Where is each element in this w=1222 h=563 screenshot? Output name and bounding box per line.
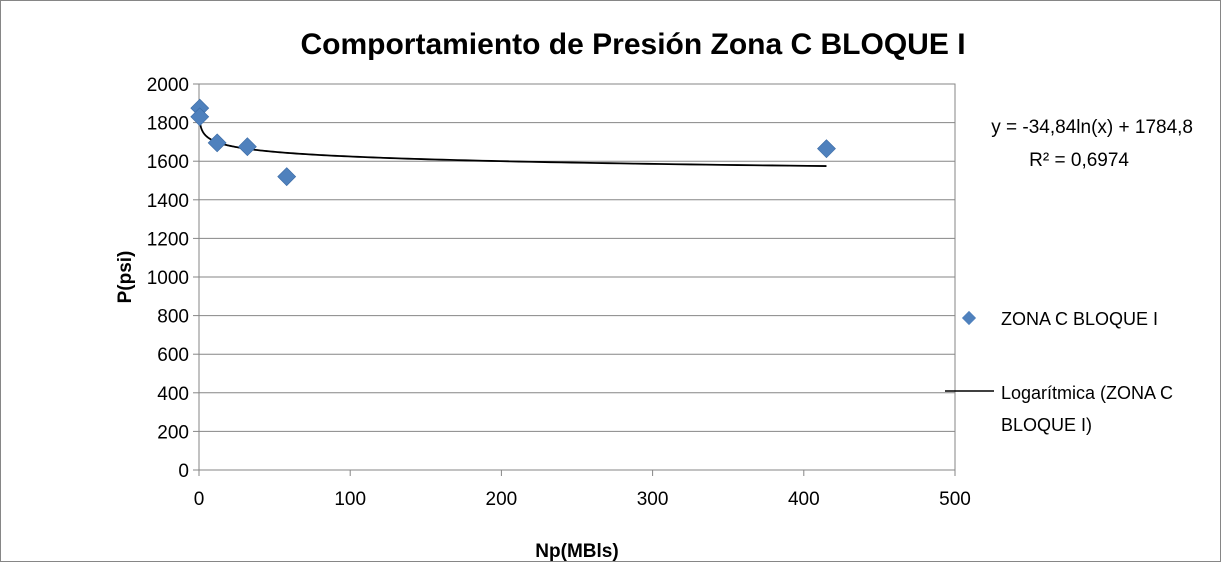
- y-tick-label: 1800: [147, 114, 189, 135]
- data-point: [277, 167, 297, 187]
- data-points: [190, 98, 836, 187]
- y-axis-label: P(psi): [115, 251, 136, 304]
- y-tick-label: 400: [157, 384, 189, 405]
- data-point: [237, 137, 257, 157]
- y-tick-label: 800: [157, 307, 189, 328]
- x-tick-label: 0: [194, 489, 205, 510]
- trendline-equation: y = -34,84ln(x) + 1784,8: [991, 117, 1193, 138]
- legend-series-marker: [961, 310, 977, 326]
- x-axis-label: Np(MBls): [535, 541, 618, 562]
- legend: ZONA C BLOQUE I Logarítmica (ZONA C BLOQ…: [945, 309, 1173, 435]
- y-axis-ticks: 0 200 400 600 800 1000 1200 1400 1600 1800 2000: [147, 75, 199, 482]
- y-tick-label: 1600: [147, 152, 189, 173]
- trendline-curve: [198, 120, 827, 167]
- y-tick-label: 2000: [147, 75, 189, 96]
- y-tick-label: 600: [157, 345, 189, 366]
- y-tick-label: 0: [178, 461, 189, 482]
- legend-series-label: ZONA C BLOQUE I: [1001, 309, 1158, 329]
- data-point: [207, 133, 227, 153]
- gridlines: [199, 122, 955, 432]
- x-tick-label: 400: [788, 489, 820, 510]
- trendline-r-squared: R² = 0,6974: [1029, 150, 1129, 171]
- y-tick-label: 1200: [147, 229, 189, 250]
- x-tick-label: 200: [486, 489, 518, 510]
- legend-trendline-label-line2: BLOQUE I): [1001, 415, 1092, 435]
- chart-title: Comportamiento de Presión Zona C BLOQUE …: [300, 28, 965, 61]
- data-point: [817, 139, 836, 159]
- y-tick-label: 1400: [147, 191, 189, 212]
- y-tick-label: 200: [157, 422, 189, 443]
- legend-trendline-label: Logarítmica (ZONA C: [1001, 383, 1173, 403]
- trendline-layer: [198, 120, 827, 167]
- x-tick-label: 500: [939, 489, 971, 510]
- x-tick-label: 300: [637, 489, 669, 510]
- x-tick-label: 100: [334, 489, 366, 510]
- y-tick-label: 1000: [147, 268, 189, 289]
- x-axis-ticks: 0 100 200 300 400 500: [194, 470, 971, 510]
- data-point: [190, 107, 210, 127]
